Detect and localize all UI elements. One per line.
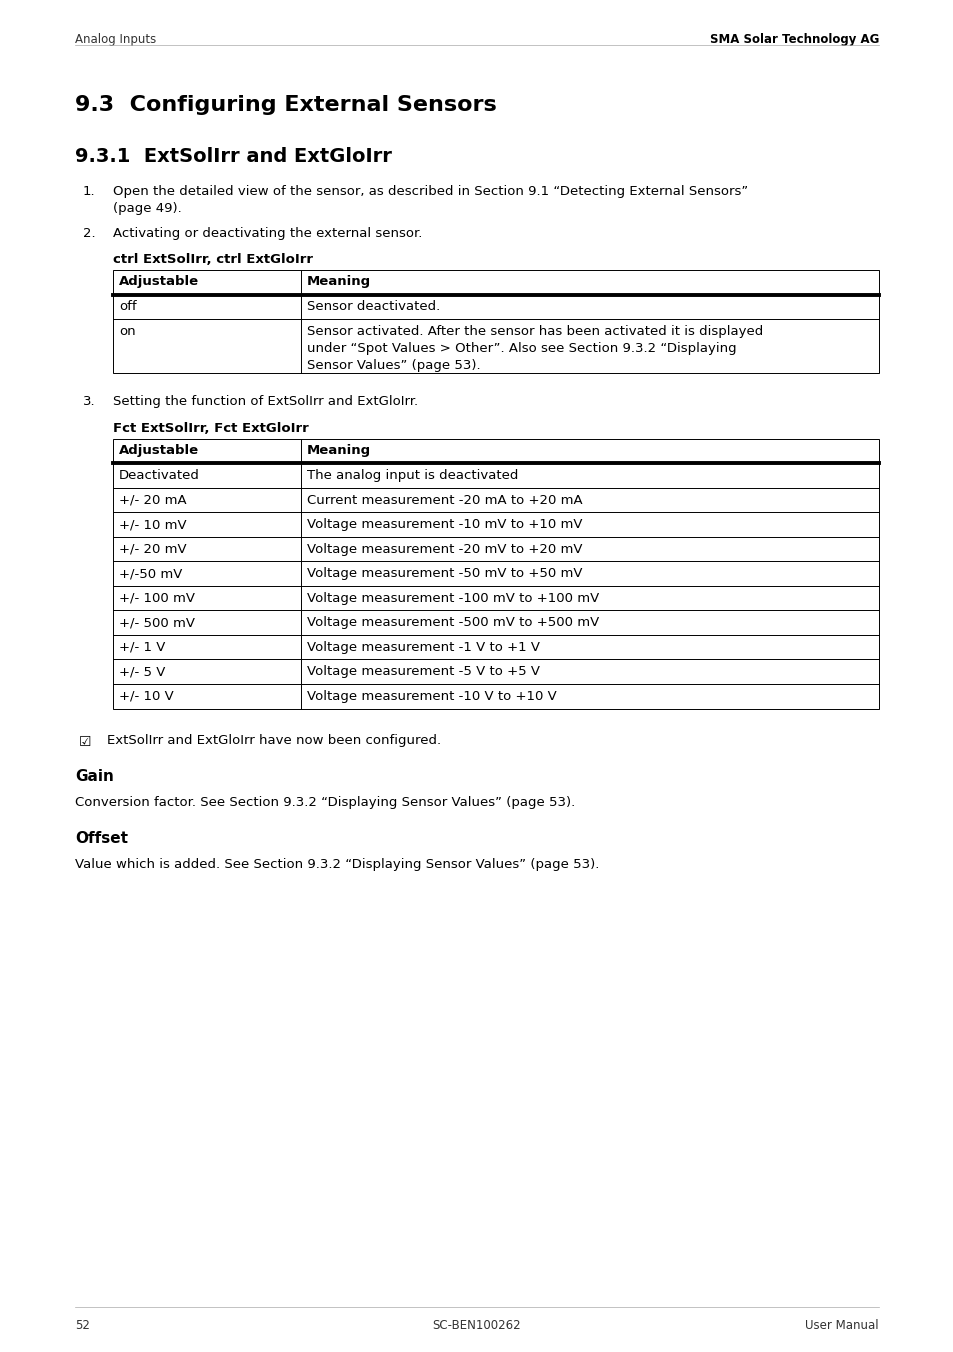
Text: Value which is added. See Section 9.3.2 “Displaying Sensor Values” (page 53).: Value which is added. See Section 9.3.2 …: [75, 859, 598, 872]
Text: Activating or deactivating the external sensor.: Activating or deactivating the external …: [112, 227, 422, 241]
Text: 1.: 1.: [83, 185, 95, 197]
Text: Deactivated: Deactivated: [119, 469, 200, 483]
Text: Gain: Gain: [75, 769, 113, 784]
Text: 9.3.1  ExtSolIrr and ExtGloIrr: 9.3.1 ExtSolIrr and ExtGloIrr: [75, 147, 392, 166]
Text: ctrl ExtSolIrr, ctrl ExtGloIrr: ctrl ExtSolIrr, ctrl ExtGloIrr: [112, 253, 313, 266]
Text: Sensor activated. After the sensor has been activated it is displayed
under “Spo: Sensor activated. After the sensor has b…: [306, 324, 762, 372]
Text: Conversion factor. See Section 9.3.2 “Displaying Sensor Values” (page 53).: Conversion factor. See Section 9.3.2 “Di…: [75, 796, 575, 810]
Text: 52: 52: [75, 1320, 90, 1332]
Text: ExtSolIrr and ExtGloIrr have now been configured.: ExtSolIrr and ExtGloIrr have now been co…: [107, 734, 440, 748]
Bar: [112, 270, 878, 373]
Text: Analog Inputs: Analog Inputs: [75, 32, 156, 46]
Text: Meaning: Meaning: [306, 274, 371, 288]
Text: +/- 20 mV: +/- 20 mV: [119, 544, 187, 556]
Text: Current measurement -20 mA to +20 mA: Current measurement -20 mA to +20 mA: [306, 493, 581, 507]
Text: off: off: [119, 300, 136, 314]
Text: SC-BEN100262: SC-BEN100262: [433, 1320, 520, 1332]
Text: on: on: [119, 324, 135, 338]
Text: Adjustable: Adjustable: [119, 274, 199, 288]
Text: Voltage measurement -1 V to +1 V: Voltage measurement -1 V to +1 V: [306, 641, 539, 654]
Text: Voltage measurement -10 V to +10 V: Voltage measurement -10 V to +10 V: [306, 690, 556, 703]
Text: +/- 20 mA: +/- 20 mA: [119, 493, 187, 507]
Text: 9.3  Configuring External Sensors: 9.3 Configuring External Sensors: [75, 95, 497, 115]
Text: Voltage measurement -500 mV to +500 mV: Voltage measurement -500 mV to +500 mV: [306, 617, 598, 630]
Text: +/- 1 V: +/- 1 V: [119, 641, 165, 654]
Text: Setting the function of ExtSolIrr and ExtGloIrr.: Setting the function of ExtSolIrr and Ex…: [112, 395, 417, 408]
Text: Open the detailed view of the sensor, as described in Section 9.1 “Detecting Ext: Open the detailed view of the sensor, as…: [112, 185, 747, 215]
Text: Meaning: Meaning: [306, 443, 371, 457]
Text: Adjustable: Adjustable: [119, 443, 199, 457]
Text: 3.: 3.: [83, 395, 95, 408]
Text: Voltage measurement -20 mV to +20 mV: Voltage measurement -20 mV to +20 mV: [306, 544, 581, 556]
Text: Voltage measurement -5 V to +5 V: Voltage measurement -5 V to +5 V: [306, 665, 539, 679]
Text: +/- 10 mV: +/- 10 mV: [119, 519, 187, 531]
Text: +/-50 mV: +/-50 mV: [119, 568, 182, 580]
Text: +/- 5 V: +/- 5 V: [119, 665, 165, 679]
Text: User Manual: User Manual: [804, 1320, 878, 1332]
Text: +/- 10 V: +/- 10 V: [119, 690, 173, 703]
Text: Offset: Offset: [75, 831, 128, 846]
Text: SMA Solar Technology AG: SMA Solar Technology AG: [709, 32, 878, 46]
Bar: [112, 439, 878, 708]
Text: ☑: ☑: [79, 734, 91, 749]
Text: The analog input is deactivated: The analog input is deactivated: [306, 469, 517, 483]
Text: Voltage measurement -100 mV to +100 mV: Voltage measurement -100 mV to +100 mV: [306, 592, 598, 604]
Text: Sensor deactivated.: Sensor deactivated.: [306, 300, 439, 314]
Text: +/- 500 mV: +/- 500 mV: [119, 617, 194, 630]
Text: 2.: 2.: [83, 227, 95, 241]
Text: Fct ExtSolIrr, Fct ExtGloIrr: Fct ExtSolIrr, Fct ExtGloIrr: [112, 422, 309, 435]
Text: +/- 100 mV: +/- 100 mV: [119, 592, 194, 604]
Text: Voltage measurement -10 mV to +10 mV: Voltage measurement -10 mV to +10 mV: [306, 519, 581, 531]
Text: Voltage measurement -50 mV to +50 mV: Voltage measurement -50 mV to +50 mV: [306, 568, 581, 580]
